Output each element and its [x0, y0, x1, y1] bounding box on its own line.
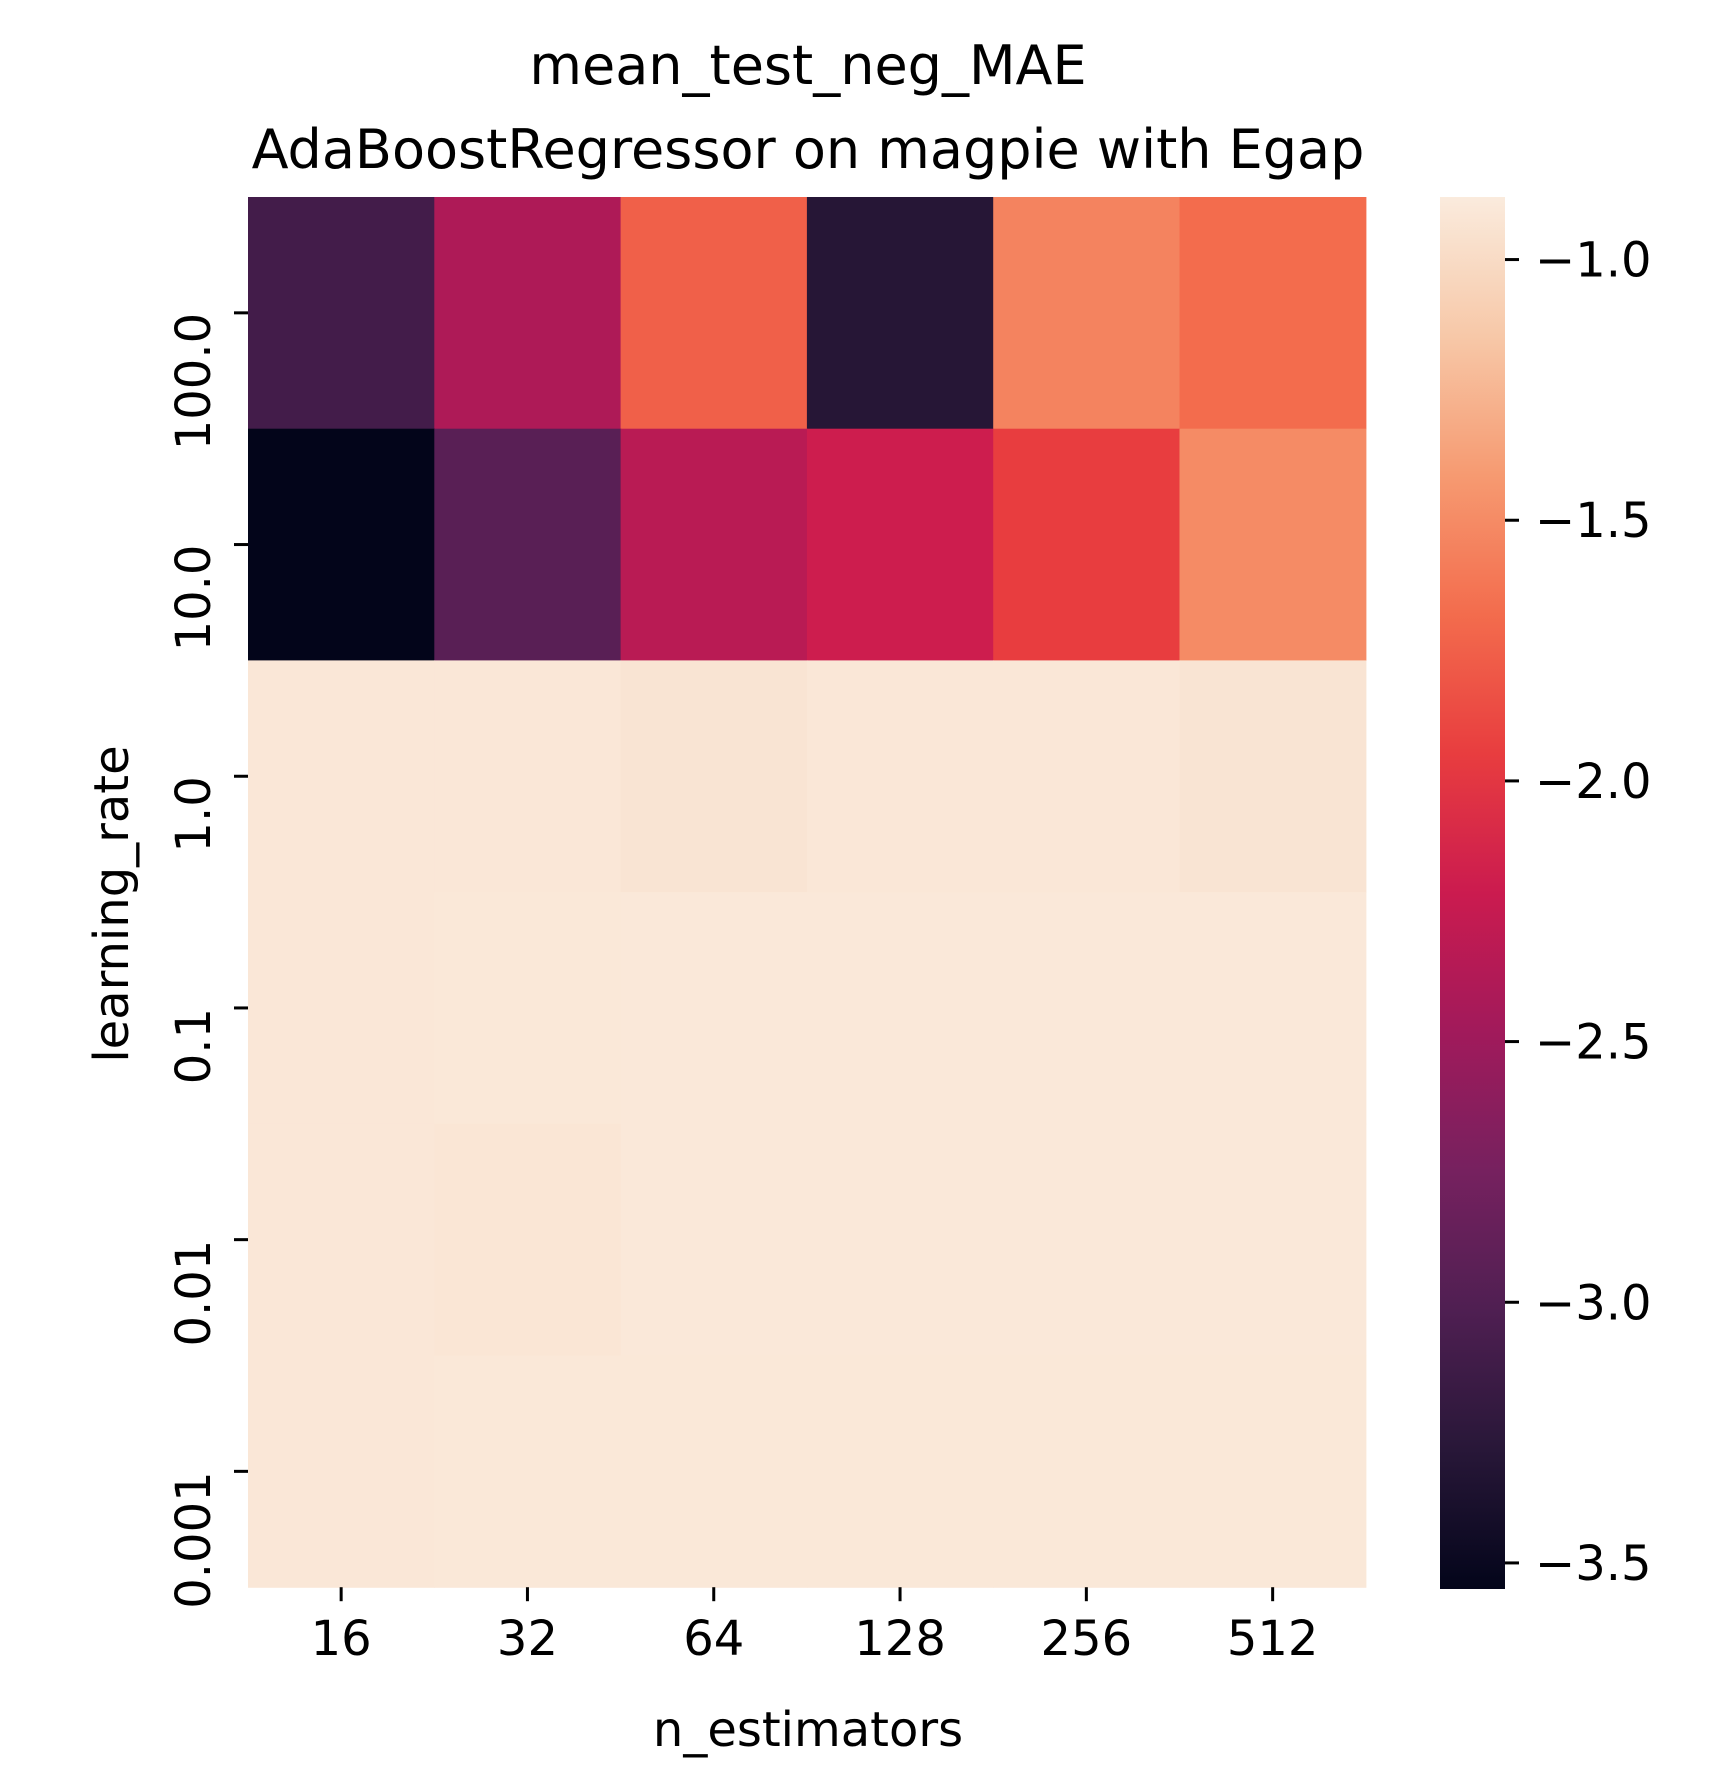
- colorbar-tick-label: −2.0: [1535, 754, 1652, 810]
- y-tick-label: 100.0: [166, 313, 222, 450]
- heatmap-cell: [1179, 197, 1367, 430]
- heatmap-cell: [248, 1355, 435, 1588]
- heatmap-cell: [806, 197, 994, 430]
- heatmap-cell: [1179, 892, 1367, 1125]
- colorbar: [1440, 197, 1505, 1589]
- y-tick-label: 10.0: [166, 545, 222, 652]
- heatmap-cell: [434, 660, 622, 893]
- x-axis-ticks: 16 32 64 128 256 512: [311, 1587, 1319, 1667]
- colorbar-tick-label: −1.0: [1535, 233, 1652, 289]
- heatmap-cell: [806, 1123, 994, 1357]
- chart-title-line-2: AdaBoostRegressor on magpie with Egap: [252, 118, 1365, 181]
- x-tick-label: 128: [854, 1611, 946, 1667]
- heatmap-cell: [993, 660, 1181, 893]
- y-axis-label: learning_rate: [84, 745, 140, 1062]
- x-tick-label: 16: [311, 1611, 372, 1667]
- heatmap-cell: [1179, 1355, 1367, 1588]
- y-tick-label: 0.01: [166, 1240, 222, 1347]
- heatmap-cell: [806, 660, 994, 893]
- heatmap-cell: [993, 1123, 1181, 1357]
- colorbar-tick-label: −3.0: [1535, 1275, 1652, 1331]
- heatmap-cell: [434, 1123, 622, 1357]
- heatmap-cell: [434, 197, 622, 430]
- heatmap-cell: [434, 428, 622, 661]
- x-tick-label: 256: [1041, 1611, 1133, 1667]
- colorbar-tick-label: −2.5: [1535, 1015, 1652, 1071]
- y-tick-label: 0.001: [166, 1471, 222, 1608]
- heatmap-cell: [248, 1123, 435, 1357]
- heatmap-cell: [248, 197, 435, 430]
- heatmap-cell: [434, 892, 622, 1125]
- x-tick-label: 512: [1227, 1611, 1319, 1667]
- heatmap-cell: [806, 1355, 994, 1588]
- heatmap-cell: [620, 428, 808, 661]
- x-tick-label: 32: [497, 1611, 558, 1667]
- colorbar-ticks: −1.0 −1.5 −2.0 −2.5 −3.0 −3.5: [1505, 233, 1652, 1592]
- heatmap-cell: [620, 660, 808, 893]
- heatmap-cell: [993, 892, 1181, 1125]
- y-axis-ticks: 100.0 10.0 1.0 0.1 0.01 0.001: [166, 311, 248, 1609]
- heatmap-cell: [248, 892, 435, 1125]
- heatmap-cell: [993, 428, 1181, 661]
- chart-title-line-1: mean_test_neg_MAE: [529, 34, 1086, 97]
- x-tick-label: 64: [683, 1611, 744, 1667]
- heatmap-cell: [993, 197, 1181, 430]
- heatmap-cells: [248, 197, 1367, 1588]
- heatmap-cell: [620, 1123, 808, 1357]
- y-tick-label: 1.0: [166, 776, 222, 852]
- heatmap-cell: [620, 197, 808, 430]
- heatmap-cell: [806, 892, 994, 1125]
- heatmap-cell: [248, 428, 435, 661]
- heatmap-cell: [620, 892, 808, 1125]
- heatmap-cell: [993, 1355, 1181, 1588]
- heatmap-cell: [1179, 428, 1367, 661]
- y-tick-label: 0.1: [166, 1008, 222, 1084]
- heatmap-cell: [434, 1355, 622, 1588]
- colorbar-tick-label: −1.5: [1535, 493, 1652, 549]
- x-axis-label: n_estimators: [653, 1702, 963, 1758]
- heatmap-cell: [620, 1355, 808, 1588]
- heatmap-cell: [1179, 660, 1367, 893]
- colorbar-tick-label: −3.5: [1535, 1536, 1652, 1592]
- heatmap-cell: [806, 428, 994, 661]
- heatmap-cell: [1179, 1123, 1367, 1357]
- heatmap-cell: [248, 660, 435, 893]
